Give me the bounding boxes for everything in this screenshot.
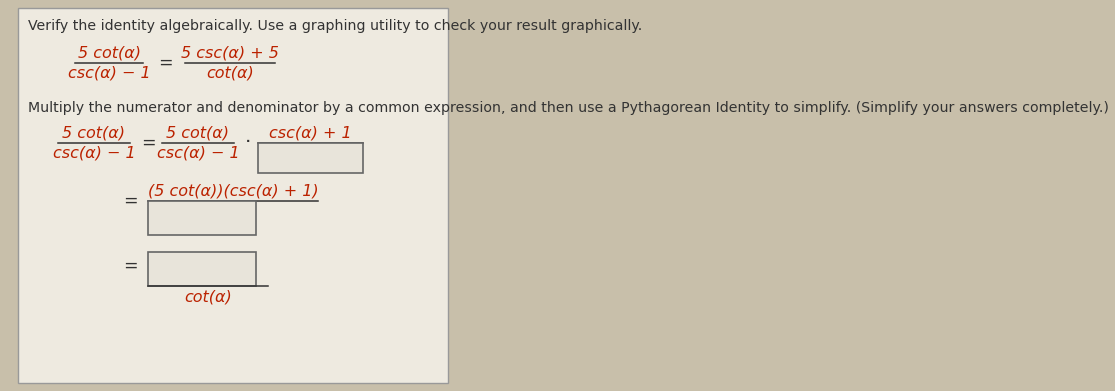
Bar [148, 252, 256, 286]
Text: =: = [157, 54, 173, 72]
Text: csc(α) − 1: csc(α) − 1 [52, 146, 135, 161]
Bar [258, 143, 363, 173]
Text: ·: · [245, 133, 251, 152]
Text: csc(α) − 1: csc(α) − 1 [157, 146, 240, 161]
Text: 5 csc(α) + 5: 5 csc(α) + 5 [181, 45, 279, 60]
Bar [18, 8, 448, 383]
Text: 5 cot(α): 5 cot(α) [78, 45, 140, 60]
Text: cot(α): cot(α) [184, 289, 232, 304]
Text: (5 cot(α))(csc(α) + 1): (5 cot(α))(csc(α) + 1) [147, 183, 318, 198]
Text: =: = [123, 257, 137, 275]
Text: csc(α) + 1: csc(α) + 1 [269, 125, 352, 140]
Text: Verify the identity algebraically. Use a graphing utility to check your result g: Verify the identity algebraically. Use a… [28, 19, 642, 33]
Text: cot(α): cot(α) [206, 66, 254, 81]
Text: 5 cot(α): 5 cot(α) [166, 125, 230, 140]
Text: =: = [123, 192, 137, 210]
Text: 5 cot(α): 5 cot(α) [62, 125, 126, 140]
Text: csc(α) − 1: csc(α) − 1 [68, 66, 151, 81]
Text: =: = [140, 134, 155, 152]
Text: Multiply the numerator and denominator by a common expression, and then use a Py: Multiply the numerator and denominator b… [28, 101, 1109, 115]
Bar [148, 201, 256, 235]
